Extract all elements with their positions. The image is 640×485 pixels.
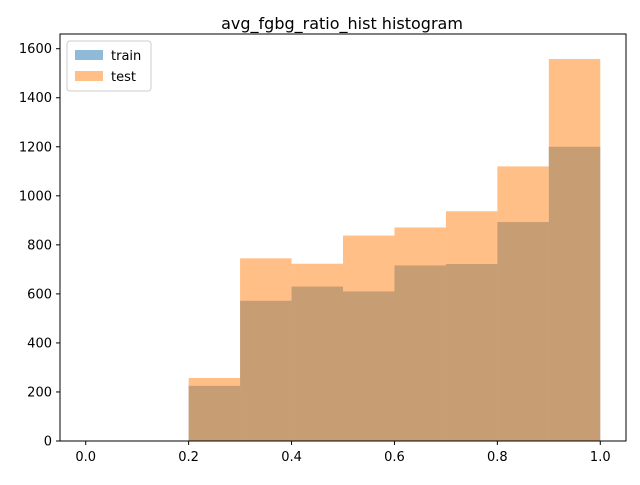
y-tick-label: 1200 [19, 140, 52, 155]
x-tick-label: 0.4 [281, 450, 302, 465]
legend-label-test: test [111, 70, 136, 85]
legend-swatch-test [75, 71, 103, 81]
bar-test-bin-2 [188, 377, 241, 441]
y-tick-label: 600 [27, 287, 52, 302]
x-tick-label: 0.8 [487, 450, 508, 465]
chart-title: avg_fgbg_ratio_hist histogram [221, 14, 463, 34]
legend: train test [66, 40, 152, 92]
bar-test-bin-7 [445, 211, 498, 441]
legend-label-train: train [111, 49, 141, 64]
bar-test-bin-4 [291, 263, 343, 441]
y-tick-label: 0 [44, 435, 52, 450]
bar-test-bin-6 [394, 227, 446, 441]
y-tick-label: 400 [27, 336, 52, 351]
y-tick-label: 1000 [19, 189, 52, 204]
axes-layer: 0.0 0.2 0.4 0.6 0.8 1.0 0 200 400 600 800 1000 1200 1… [19, 33, 627, 465]
bar-test-bin-5 [343, 235, 395, 441]
y-tick-label: 200 [27, 385, 52, 400]
x-tick-label: 1.0 [590, 450, 611, 465]
x-tick-label: 0.2 [178, 450, 199, 465]
x-tick-label: 0.6 [384, 450, 405, 465]
y-tick-label: 1400 [19, 91, 52, 106]
y-tick-label: 800 [27, 238, 52, 253]
y-tick-label: 1600 [19, 42, 52, 57]
bar-test-bin-8 [497, 166, 549, 441]
bars-layer [188, 59, 601, 441]
x-tick-label: 0.0 [75, 450, 96, 465]
bar-test-bin-3 [240, 258, 292, 441]
bar-test-bin-9 [548, 59, 601, 441]
legend-swatch-train [75, 50, 103, 60]
axes-frame [59, 33, 627, 442]
